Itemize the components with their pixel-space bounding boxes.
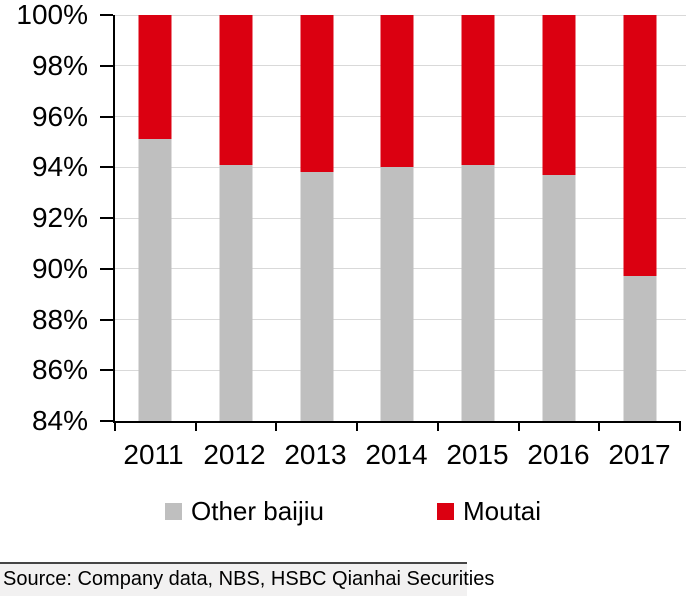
y-axis-tick — [100, 420, 113, 422]
bar-segment-moutai — [138, 15, 172, 140]
y-tick-label: 90% — [31, 252, 88, 284]
bar-slot-2011 — [115, 15, 196, 421]
x-tick-label: 2016 — [527, 439, 590, 470]
y-axis-tick — [100, 217, 113, 219]
x-tick-label: 2017 — [608, 439, 671, 470]
y-tick-label: 86% — [31, 354, 88, 386]
x-axis-tick — [356, 421, 359, 431]
bar-segment-other-baijiu — [300, 172, 334, 421]
y-axis-tick — [100, 14, 113, 16]
moutai-swatch-icon — [437, 502, 454, 520]
y-axis-tick — [100, 166, 113, 169]
y-tick-label: 84% — [31, 405, 88, 436]
bar-segment-other-baijiu — [380, 167, 414, 421]
y-tick-label: 94% — [31, 151, 88, 183]
y-axis-tick — [100, 267, 113, 270]
legend: Other baijiu Moutai — [0, 496, 688, 526]
bar-segment-other-baijiu — [623, 276, 657, 421]
x-axis-tick — [679, 421, 681, 431]
x-tick-label: 2013 — [284, 439, 347, 470]
y-tick-label: 96% — [31, 100, 88, 132]
source-text: Source: Company data, NBS, HSBC Qianhai … — [3, 568, 495, 590]
y-axis-tick — [100, 369, 113, 372]
x-axis-tick — [436, 421, 439, 431]
source-footer: Source: Company data, NBS, HSBC Qianhai … — [0, 562, 495, 596]
bar-segment-other-baijiu — [138, 139, 172, 421]
legend-label-moutai: Moutai — [463, 495, 542, 526]
x-axis-tick — [275, 421, 278, 431]
bar-slot-2014 — [357, 15, 438, 421]
other-baijiu-swatch-icon — [165, 502, 182, 520]
x-axis-tick — [598, 421, 601, 431]
bar-slot-2016 — [519, 15, 600, 421]
bar-slot-2015 — [438, 15, 519, 421]
x-axis-tick — [114, 421, 116, 431]
x-axis-tick — [517, 421, 520, 431]
bar-segment-moutai — [461, 15, 495, 165]
bar-slot-2017 — [599, 15, 680, 421]
y-tick-label: 88% — [31, 303, 88, 335]
bar-segment-moutai — [623, 15, 657, 277]
legend-item-other-baijiu: Other baijiu — [165, 496, 324, 526]
x-tick-label: 2012 — [203, 439, 266, 470]
y-axis-tick — [100, 318, 113, 321]
bar-segment-other-baijiu — [461, 164, 495, 421]
bar-segment-other-baijiu — [219, 164, 253, 421]
y-tick-label: 100% — [16, 0, 88, 30]
y-axis-tick — [100, 64, 113, 67]
bar-slot-2013 — [276, 15, 357, 421]
bar-segment-moutai — [219, 15, 253, 165]
bar-segment-moutai — [542, 15, 576, 175]
plot-area — [100, 14, 686, 431]
x-tick-label: 2011 — [123, 439, 184, 470]
y-tick-label: 98% — [31, 49, 88, 81]
x-axis-tick — [194, 421, 197, 431]
x-tick-label: 2014 — [365, 439, 428, 470]
bar-segment-moutai — [380, 15, 414, 168]
bar-segment-moutai — [300, 15, 334, 173]
legend-label-other-baijiu: Other baijiu — [191, 495, 324, 526]
y-axis-tick — [100, 115, 113, 118]
bar-slot-2012 — [196, 15, 277, 421]
y-tick-label: 92% — [31, 202, 88, 233]
bar-segment-other-baijiu — [542, 174, 576, 421]
x-axis-labels: 2011 2012 2013 2014 2015 2016 2017 — [113, 438, 680, 472]
x-tick-label: 2015 — [446, 439, 509, 470]
legend-item-moutai: Moutai — [437, 496, 541, 526]
